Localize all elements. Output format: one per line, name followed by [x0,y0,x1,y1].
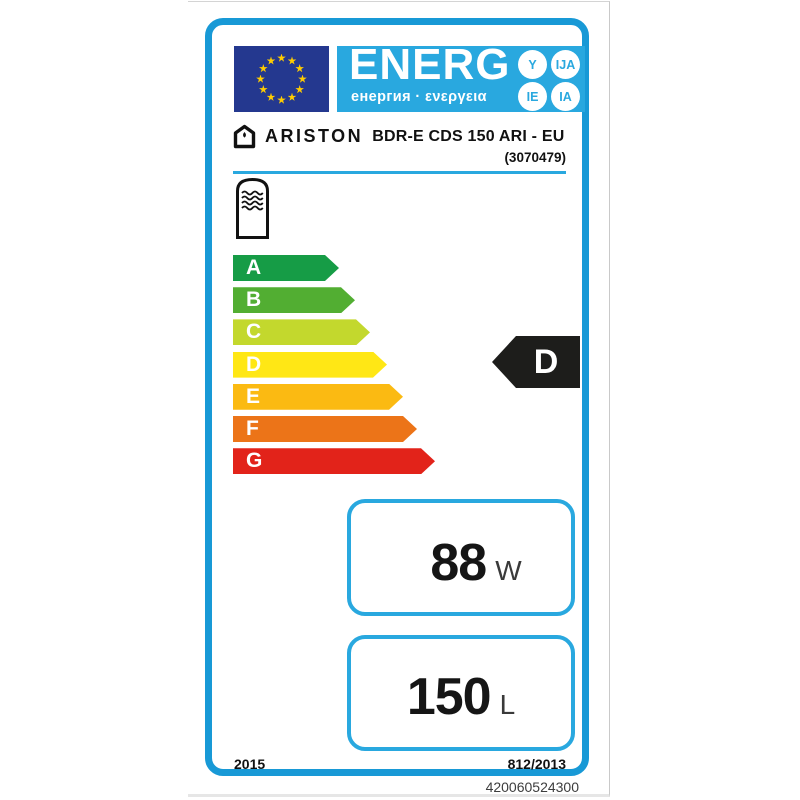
energy-class-letter: G [246,449,263,473]
brand-name: ARISTON [265,126,364,146]
storage-volume-value: 150 [406,668,492,726]
label-year: 2015 [234,756,266,772]
suffix-circle-ija: IJA [551,50,580,79]
energy-class-arrow-e: E [233,384,403,410]
eu-star-icon [295,64,304,73]
eu-star-icon [287,92,297,101]
energy-class-letter: A [246,256,262,279]
energy-class-arrow-a: A [233,255,339,281]
energy-class-letter: C [246,320,262,344]
standing-loss-value: 88 [430,534,487,592]
regulation-number: 812/2013 [507,756,566,772]
energy-label: ENERG енергия · ενεργεια Y IJA IE IA ARI… [205,18,589,776]
eu-star-icon [277,95,286,104]
energy-class-letter: F [246,417,259,440]
eu-star-icon [298,74,307,83]
suffix-circle-ie: IE [518,82,547,111]
language-suffix-circles: Y IJA IE IA [518,50,580,111]
eu-star-icon [256,74,265,83]
energy-class-arrow-d: D [233,352,387,378]
energy-class-letter: E [246,384,261,408]
energy-languages: енергия · ενεργεια [351,89,487,105]
hot-water-storage-tank-icon [236,177,269,239]
energy-class-letter: B [246,288,262,312]
ariston-logo-icon [233,124,256,149]
brand-row: ARISTON BDR-E CDS 150 ARI - EU [233,124,564,149]
photo-card-edge [188,1,610,797]
header-divider [233,171,566,174]
energy-class-letter: D [246,352,262,376]
storage-volume-box: 150 L [347,635,575,751]
storage-volume-unit: L [499,689,516,720]
suffix-circle-y: Y [518,50,547,79]
eu-star-icon [266,56,276,65]
energy-class-arrow-f: F [233,416,417,442]
standing-loss-unit: W [495,555,522,586]
eu-star-icon [258,85,268,94]
energy-class-arrow-c: C [233,319,370,345]
model-name: BDR-E CDS 150 ARI - EU [372,127,565,145]
barcode-number: 420060524300 [485,779,579,795]
eu-star-icon [258,64,268,73]
eu-star-icon [287,56,297,65]
energy-class-arrow-b: B [233,287,355,313]
standing-loss-box: 88 W [347,499,575,616]
eu-star-icon [295,85,304,94]
eu-flag [234,46,329,112]
energy-wordmark: ENERG [349,40,511,89]
energy-header: ENERG енергия · ενεργεια Y IJA IE IA [337,40,585,112]
model-code: (3070479) [504,150,566,165]
current-class-letter: D [533,342,559,381]
energy-class-arrow-g: G [233,448,435,474]
eu-star-icon [266,92,276,101]
eu-star-icon [277,53,286,62]
suffix-circle-ia: IA [551,82,580,111]
